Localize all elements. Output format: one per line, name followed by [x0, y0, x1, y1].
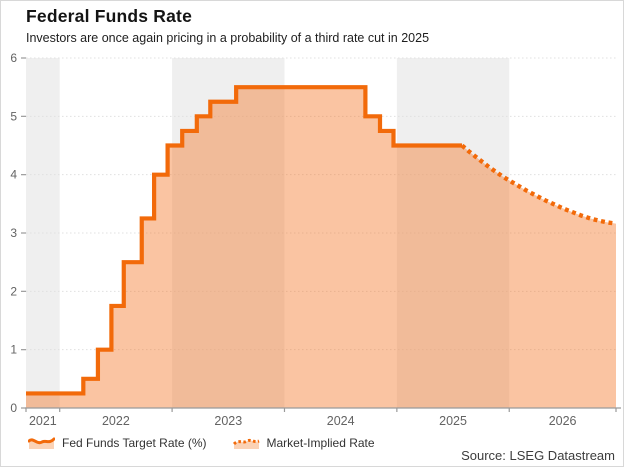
- x-tick-label: 2024: [327, 414, 355, 428]
- x-tick-label: 2026: [549, 414, 577, 428]
- y-tick-label: 2: [10, 284, 17, 298]
- y-tick-label: 1: [10, 343, 17, 357]
- chart-subtitle: Investors are once again pricing in a pr…: [26, 31, 430, 45]
- x-tick-label: 2022: [102, 414, 130, 428]
- y-tick-label: 4: [10, 168, 17, 182]
- legend-label: Fed Funds Target Rate (%): [62, 435, 207, 450]
- market-implied-rate-line: [460, 143, 617, 226]
- rate-area-fill: [26, 87, 616, 409]
- source-attribution: Source: LSEG Datastream: [461, 448, 615, 463]
- y-tick-label: 3: [10, 226, 17, 240]
- legend-item-fed-funds-target-rate[interactable]: Fed Funds Target Rate (%): [28, 435, 207, 450]
- page-title: Federal Funds Rate: [26, 6, 192, 26]
- y-tick-label: 5: [10, 109, 17, 123]
- y-tick-label: 6: [10, 51, 17, 65]
- x-tick-label: 2023: [214, 414, 242, 428]
- fed-funds-target-rate-line: [26, 85, 463, 396]
- legend: Fed Funds Target Rate (%) Market-Implied…: [28, 435, 375, 450]
- legend-item-market-implied-rate[interactable]: Market-Implied Rate: [232, 435, 375, 450]
- legend-label: Market-Implied Rate: [266, 435, 375, 450]
- area-wave-solid-icon: [28, 437, 55, 449]
- y-tick-label: 0: [10, 401, 17, 415]
- x-tick-label: 2021: [29, 414, 57, 428]
- x-tick-label: 2025: [439, 414, 467, 428]
- area-wave-dotted-icon: [232, 438, 260, 449]
